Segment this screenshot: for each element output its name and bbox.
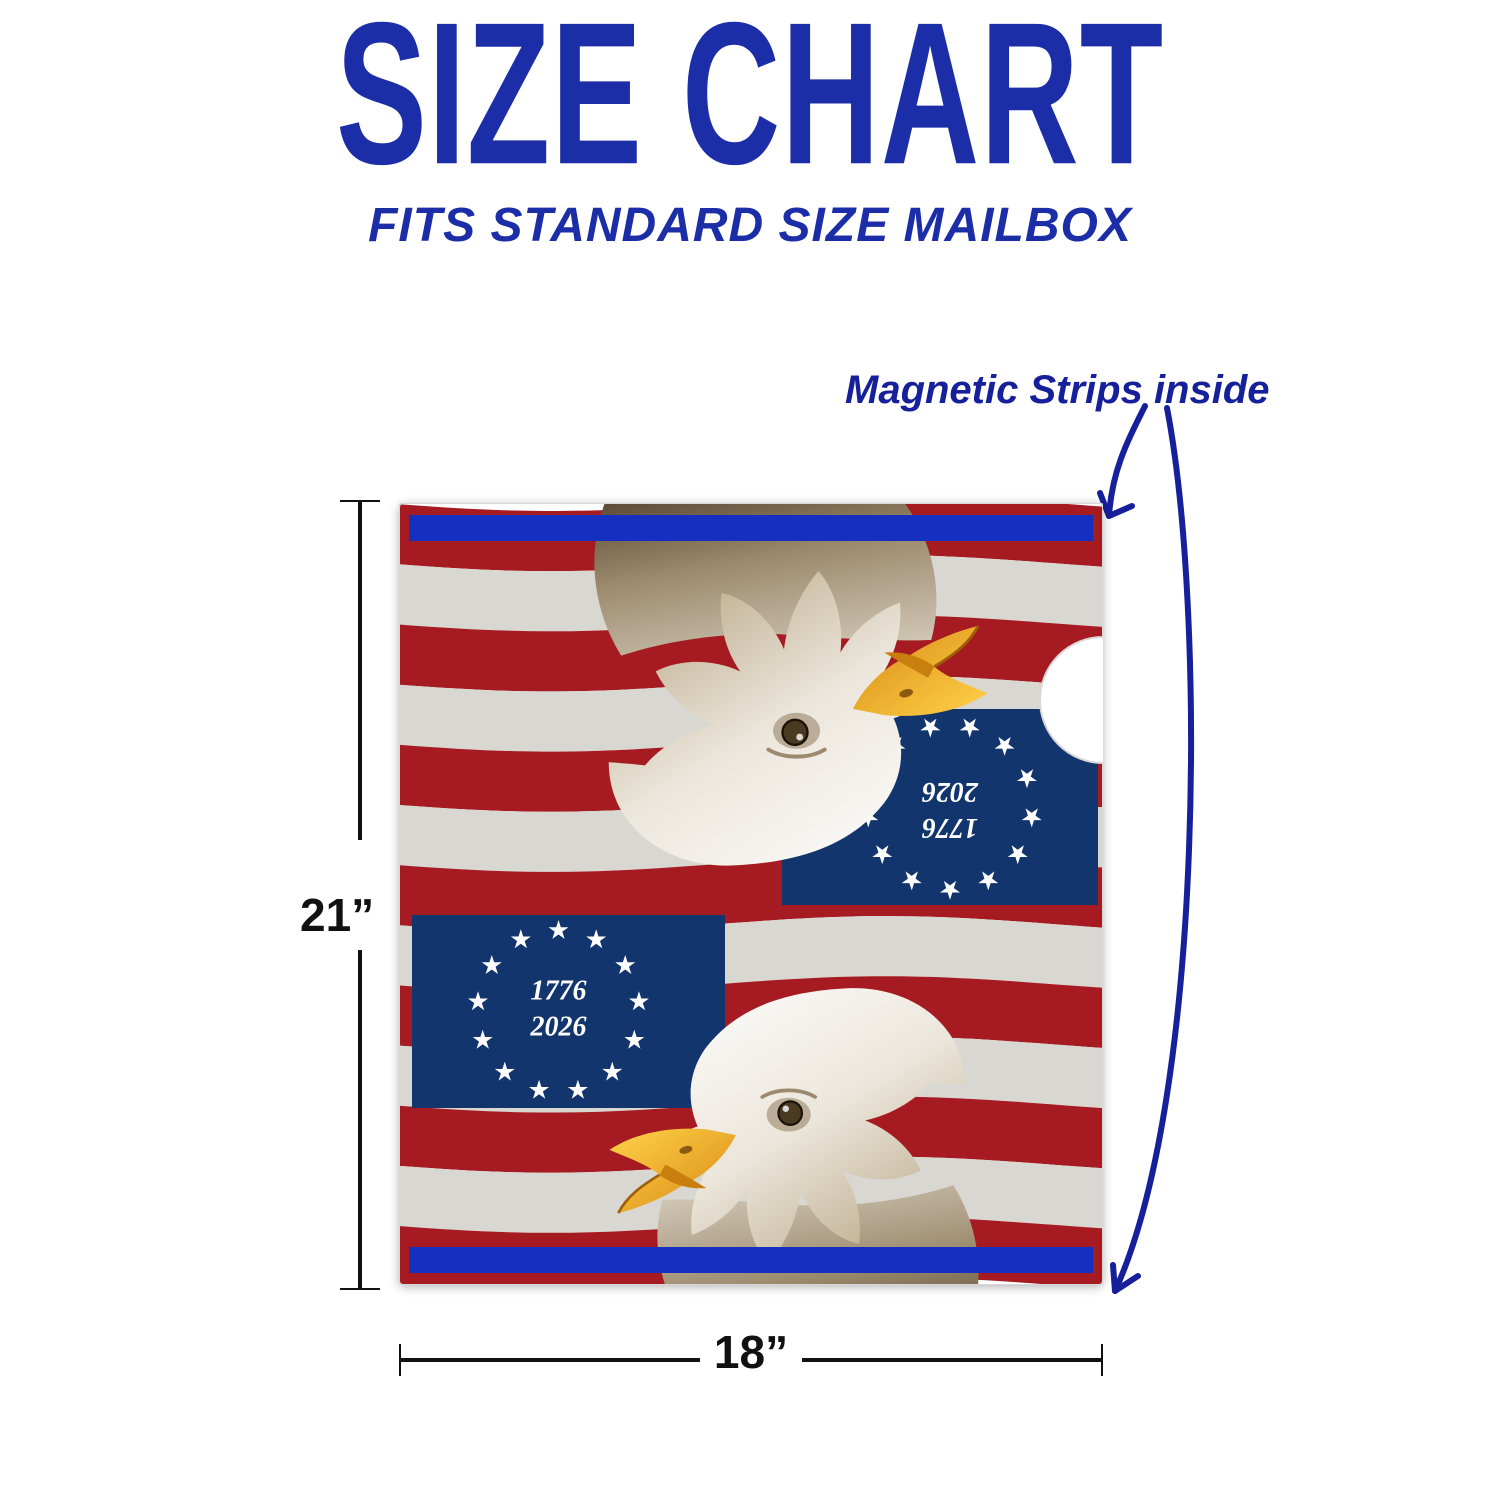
svg-text:2026: 2026 [530, 1012, 587, 1043]
svg-text:1776: 1776 [922, 812, 978, 843]
svg-text:2026: 2026 [922, 776, 979, 807]
svg-text:1776: 1776 [531, 976, 587, 1007]
